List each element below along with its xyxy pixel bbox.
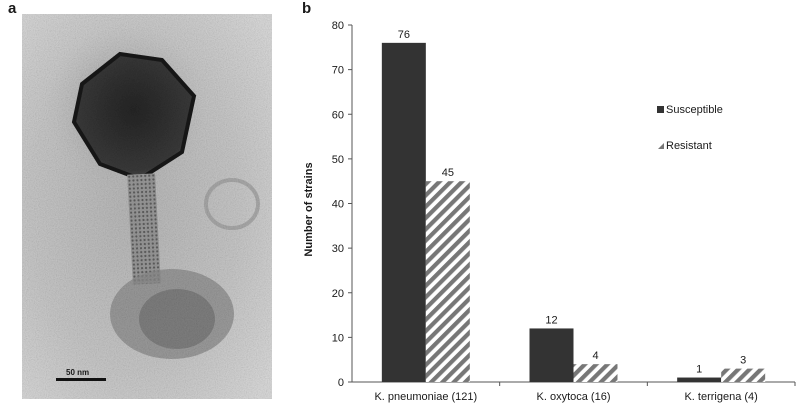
scale-bar-label: 50 nm <box>66 368 89 377</box>
y-tick-label: 20 <box>332 288 344 300</box>
phage-micrograph: 50 nm <box>22 14 272 399</box>
y-tick-label: 70 <box>332 65 344 77</box>
legend-label-susceptible: Susceptible <box>666 104 723 116</box>
y-tick-label: 60 <box>332 109 344 121</box>
y-tick-label: 0 <box>338 377 344 389</box>
data-label: 45 <box>442 167 454 179</box>
bar-resistant <box>425 181 470 382</box>
x-tick-label: K. pneumoniae (121) <box>374 391 477 403</box>
data-label: 12 <box>545 314 557 326</box>
data-label: 3 <box>740 355 746 367</box>
bar-susceptible <box>529 328 574 382</box>
y-axis-title: Number of strains <box>303 162 315 256</box>
data-label: 4 <box>592 350 598 362</box>
bar-susceptible <box>677 377 722 382</box>
legend-swatch-resistant <box>658 143 664 149</box>
y-tick-label: 80 <box>332 20 344 32</box>
scale-bar <box>56 378 106 381</box>
strain-bar-chart: 0 10 20 30 40 50 60 70 80 Number of strains K. pne… <box>303 20 796 403</box>
bar-resistant <box>573 364 618 382</box>
legend-swatch-susceptible <box>657 106 664 113</box>
bar-susceptible <box>381 42 426 382</box>
y-tick-label: 10 <box>332 332 344 344</box>
y-tick-label: 40 <box>332 199 344 211</box>
legend-label-resistant: Resistant <box>666 140 712 152</box>
panel-label-a: a <box>8 0 17 17</box>
panel-label-b: b <box>302 0 312 17</box>
data-label: 1 <box>696 364 702 376</box>
y-tick-label: 50 <box>332 154 344 166</box>
bar-resistant <box>721 368 766 382</box>
x-tick-label: K. terrigena (4) <box>684 391 757 403</box>
x-tick-label: K. oxytoca (16) <box>537 391 611 403</box>
data-label: 76 <box>398 29 410 41</box>
y-tick-label: 30 <box>332 243 344 255</box>
